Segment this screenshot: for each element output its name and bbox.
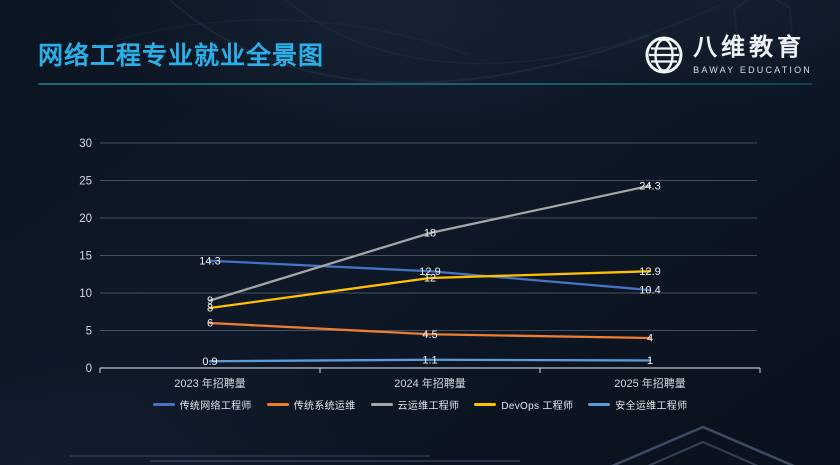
data-label-series-2: 9 <box>207 295 213 307</box>
data-label-series-0: 10.4 <box>639 285 660 297</box>
legend-label: 传统系统运维 <box>293 401 356 412</box>
data-label-series-0: 14.3 <box>199 255 220 267</box>
legend-label: 传统网络工程师 <box>179 401 252 412</box>
data-label-series-3: 8 <box>207 303 213 315</box>
y-axis-label: 20 <box>79 213 92 225</box>
title-divider <box>38 83 812 85</box>
series-line-4 <box>208 358 652 363</box>
legend-item-2: 云运维工程师 <box>370 397 460 412</box>
brand-logo: 八维教育 BAWAY EDUCATION <box>643 34 812 76</box>
data-label-series-2: 18 <box>424 228 436 240</box>
data-label-series-1: 6 <box>207 318 213 330</box>
legend-swatch <box>474 403 497 406</box>
brand-subtitle: BAWAY EDUCATION <box>693 64 812 75</box>
brand-text-block: 八维教育 BAWAY EDUCATION <box>693 34 812 75</box>
y-axis-label: 0 <box>86 363 92 375</box>
data-label-series-4: 1 <box>647 355 653 367</box>
y-axis-label: 10 <box>79 288 92 300</box>
data-label-series-3: 12 <box>424 273 436 285</box>
legend-item-0: 传统网络工程师 <box>152 397 252 412</box>
x-axis-label: 2025 年招聘量 <box>614 376 686 390</box>
legend-item-1: 传统系统运维 <box>266 397 356 412</box>
x-axis-label: 2024 年招聘量 <box>394 376 466 390</box>
data-label-series-1: 4 <box>647 333 653 345</box>
legend-item-4: 安全运维工程师 <box>588 397 687 412</box>
globe-icon <box>645 36 683 74</box>
legend-swatch <box>152 403 175 406</box>
page-title: 网络工程专业就业全景图 <box>38 42 325 70</box>
chart-legend: 传统网络工程师 传统系统运维 云运维工程师 DevOps 工程师 安全运维工程师 <box>0 397 840 412</box>
legend-swatch <box>266 403 289 406</box>
data-label-series-3: 12.9 <box>639 266 660 278</box>
y-axis-label: 30 <box>79 138 92 150</box>
data-label-series-0: 12.9 <box>419 266 440 278</box>
y-axis-label: 15 <box>79 251 92 263</box>
legend-item-3: DevOps 工程师 <box>474 397 573 412</box>
y-axis-label: 5 <box>86 326 92 338</box>
legend-swatch <box>370 403 393 406</box>
legend-label: DevOps 工程师 <box>501 401 574 412</box>
legend-label: 安全运维工程师 <box>615 401 688 412</box>
data-label-series-4: 0.9 <box>202 356 217 368</box>
x-axis-label: 2023 年招聘量 <box>174 376 246 390</box>
legend-swatch <box>588 403 611 406</box>
series-line-2 <box>208 184 652 302</box>
data-label-series-1: 4.5 <box>422 329 437 341</box>
series-line-0 <box>208 259 652 292</box>
series-line-3 <box>208 270 652 310</box>
legend-label: 云运维工程师 <box>397 401 460 412</box>
y-axis-label: 25 <box>79 176 92 188</box>
series-line-1 <box>208 321 652 340</box>
data-label-series-2: 24.3 <box>639 180 660 192</box>
data-label-series-4: 1.1 <box>422 354 437 366</box>
brand-name: 八维教育 <box>693 34 806 62</box>
